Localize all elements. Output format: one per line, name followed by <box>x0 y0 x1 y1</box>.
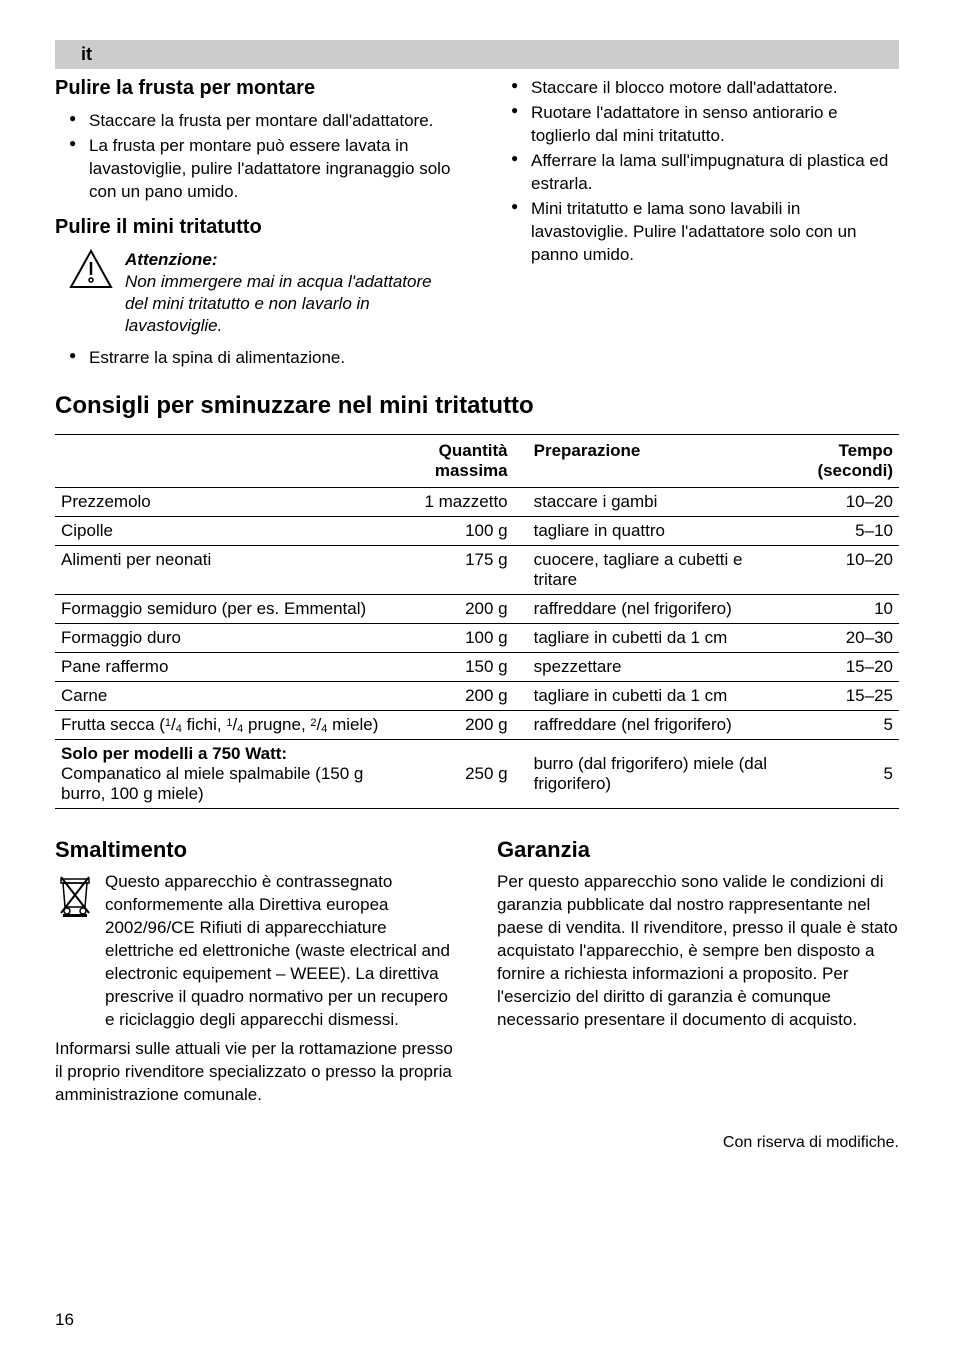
list-item: Staccare il blocco motore dall'adattator… <box>497 77 899 100</box>
table-header-row: Quantità massima Preparazione Tempo (sec… <box>55 435 899 488</box>
cell-item: Solo per modelli a 750 Watt:Companatico … <box>55 740 409 809</box>
top-columns: Pulire la frusta per montare Staccare la… <box>55 77 899 372</box>
warranty-column: Garanzia Per questo apparecchio sono val… <box>497 837 899 1106</box>
cell-item: Alimenti per neonati <box>55 546 409 595</box>
heading-whisk: Pulire la frusta per montare <box>55 77 457 100</box>
disposal-para1: Questo apparecchio è contrassegnato conf… <box>105 871 457 1032</box>
cell-qty: 1 mazzetto <box>409 488 527 517</box>
chopper-bullets: Estrarre la spina di alimentazione. <box>55 347 457 370</box>
cell-qty: 150 g <box>409 653 527 682</box>
cell-prep: spezzettare <box>528 653 781 682</box>
footer-note: Con riserva di modifiche. <box>55 1134 899 1152</box>
cell-item: Frutta secca (1/4 fichi, 1/4 prugne, 2/4… <box>55 711 409 740</box>
cell-time: 15–25 <box>781 682 899 711</box>
table-row: Frutta secca (1/4 fichi, 1/4 prugne, 2/4… <box>55 711 899 740</box>
cell-qty: 175 g <box>409 546 527 595</box>
table-row: Formaggio duro 100 g tagliare in cubetti… <box>55 624 899 653</box>
disposal-title: Smaltimento <box>55 837 457 863</box>
warning-icon <box>69 249 113 289</box>
whisk-bullets: Staccare la frusta per montare dall'adat… <box>55 110 457 204</box>
cell-prep: staccare i gambi <box>528 488 781 517</box>
disposal-block: Questo apparecchio è contrassegnato conf… <box>55 871 457 1032</box>
table-row: Formaggio semiduro (per es. Emmental) 20… <box>55 595 899 624</box>
list-item: Estrarre la spina di alimentazione. <box>55 347 457 370</box>
cell-item: Formaggio duro <box>55 624 409 653</box>
table-title: Consigli per sminuzzare nel mini tritatu… <box>55 392 899 420</box>
table-row: Prezzemolo 1 mazzetto staccare i gambi 1… <box>55 488 899 517</box>
heading-chopper: Pulire il mini tritatutto <box>55 216 457 239</box>
th-time: Tempo (secondi) <box>781 435 899 488</box>
cell-qty: 200 g <box>409 682 527 711</box>
disposal-para2: Informarsi sulle attuali vie per la rott… <box>55 1038 457 1107</box>
cell-prep: cuocere, tagliare a cubetti e tritare <box>528 546 781 595</box>
cell-item: Cipolle <box>55 517 409 546</box>
cell-time: 15–20 <box>781 653 899 682</box>
bottom-section: Smaltimento Questo apparecchio è contras… <box>55 837 899 1106</box>
cell-time: 10–20 <box>781 488 899 517</box>
th-qty: Quantità massima <box>409 435 527 488</box>
cell-qty: 200 g <box>409 595 527 624</box>
table-row: Alimenti per neonati 175 g cuocere, tagl… <box>55 546 899 595</box>
list-item: Afferrare la lama sull'impugnatura di pl… <box>497 150 899 196</box>
cell-qty: 100 g <box>409 624 527 653</box>
cell-prep: raffreddare (nel frigorifero) <box>528 711 781 740</box>
chop-table: Quantità massima Preparazione Tempo (sec… <box>55 434 899 809</box>
warning-body: Non immergere mai in acqua l'adattatore … <box>125 271 457 337</box>
weee-icon <box>55 871 95 917</box>
warning-title: Attenzione: <box>125 249 457 271</box>
cell-time: 5–10 <box>781 517 899 546</box>
list-item: Ruotare l'adattatore in senso antiorario… <box>497 102 899 148</box>
cell-item: Formaggio semiduro (per es. Emmental) <box>55 595 409 624</box>
list-item: La frusta per montare può essere lavata … <box>55 135 457 204</box>
cell-item: Carne <box>55 682 409 711</box>
th-item <box>55 435 409 488</box>
warning-block: Attenzione: Non immergere mai in acqua l… <box>69 249 457 337</box>
cell-time: 20–30 <box>781 624 899 653</box>
table-row: Solo per modelli a 750 Watt:Companatico … <box>55 740 899 809</box>
disposal-column: Smaltimento Questo apparecchio è contras… <box>55 837 457 1106</box>
cell-prep: tagliare in quattro <box>528 517 781 546</box>
language-badge: it <box>55 40 899 69</box>
list-item: Mini tritatutto e lama sono lavabili in … <box>497 198 899 267</box>
warranty-title: Garanzia <box>497 837 899 863</box>
right-bullets: Staccare il blocco motore dall'adattator… <box>497 77 899 267</box>
cell-time: 10 <box>781 595 899 624</box>
cell-item: Pane raffermo <box>55 653 409 682</box>
right-column: Staccare il blocco motore dall'adattator… <box>497 77 899 372</box>
cell-qty: 100 g <box>409 517 527 546</box>
cell-qty: 250 g <box>409 740 527 809</box>
cell-qty: 200 g <box>409 711 527 740</box>
table-row: Carne 200 g tagliare in cubetti da 1 cm … <box>55 682 899 711</box>
cell-time: 10–20 <box>781 546 899 595</box>
cell-prep: raffreddare (nel frigorifero) <box>528 595 781 624</box>
warning-text: Attenzione: Non immergere mai in acqua l… <box>125 249 457 337</box>
page-number: 16 <box>55 1310 74 1330</box>
left-column: Pulire la frusta per montare Staccare la… <box>55 77 457 372</box>
cell-time: 5 <box>781 740 899 809</box>
cell-prep: burro (dal frigorifero) miele (dal frigo… <box>528 740 781 809</box>
table-row: Cipolle 100 g tagliare in quattro 5–10 <box>55 517 899 546</box>
cell-item: Prezzemolo <box>55 488 409 517</box>
cell-time: 5 <box>781 711 899 740</box>
cell-prep: tagliare in cubetti da 1 cm <box>528 624 781 653</box>
table-row: Pane raffermo 150 g spezzettare 15–20 <box>55 653 899 682</box>
cell-prep: tagliare in cubetti da 1 cm <box>528 682 781 711</box>
warranty-body: Per questo apparecchio sono valide le co… <box>497 871 899 1032</box>
list-item: Staccare la frusta per montare dall'adat… <box>55 110 457 133</box>
th-prep: Preparazione <box>528 435 781 488</box>
